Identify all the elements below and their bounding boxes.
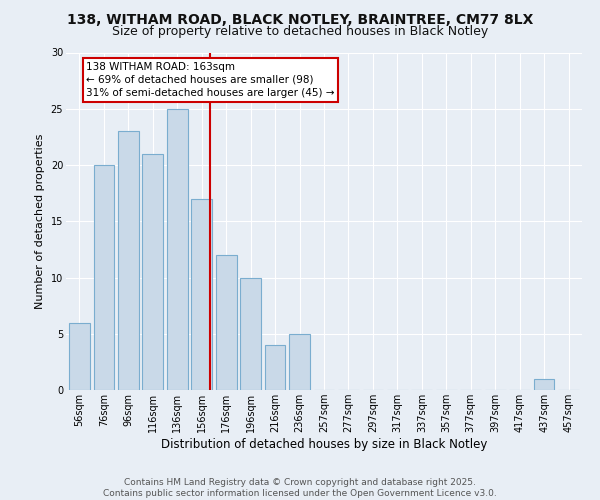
Text: Contains HM Land Registry data © Crown copyright and database right 2025.
Contai: Contains HM Land Registry data © Crown c… (103, 478, 497, 498)
Bar (265, 345, 286, 390)
Text: Size of property relative to detached houses in Black Notley: Size of property relative to detached ho… (112, 25, 488, 38)
X-axis label: Distribution of detached houses by size in Black Notley: Distribution of detached houses by size … (161, 438, 487, 451)
Bar (240, 278, 261, 390)
Bar (94, 165, 114, 390)
Text: 138 WITHAM ROAD: 163sqm
← 69% of detached houses are smaller (98)
31% of semi-de: 138 WITHAM ROAD: 163sqm ← 69% of detache… (86, 62, 335, 98)
Y-axis label: Number of detached properties: Number of detached properties (35, 134, 45, 309)
Bar (289, 334, 310, 390)
Text: 138, WITHAM ROAD, BLACK NOTLEY, BRAINTREE, CM77 8LX: 138, WITHAM ROAD, BLACK NOTLEY, BRAINTRE… (67, 12, 533, 26)
Bar (191, 198, 212, 390)
Bar (216, 255, 236, 390)
Bar (167, 109, 188, 390)
Bar (118, 131, 139, 390)
Bar (69, 322, 90, 390)
Bar (534, 379, 554, 390)
Bar (142, 154, 163, 390)
